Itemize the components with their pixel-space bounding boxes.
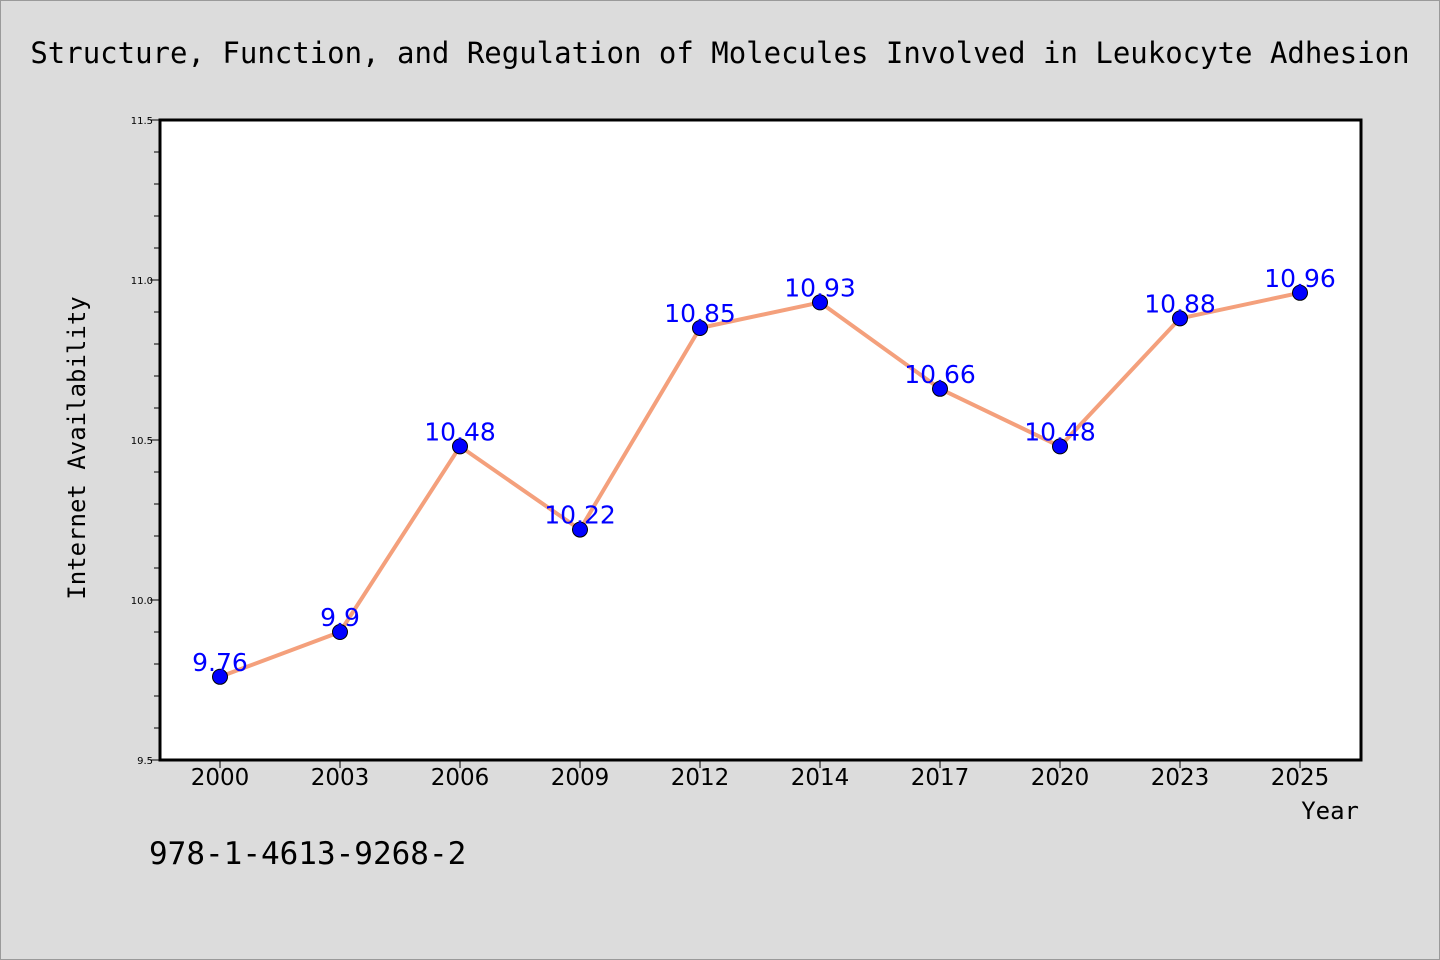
data-label: 10.96 <box>1264 264 1336 293</box>
x-tick-label: 2003 <box>311 765 370 791</box>
x-tick-label: 2020 <box>1031 765 1090 791</box>
y-tick-label: 10.0 <box>131 596 153 607</box>
data-label: 10.93 <box>784 273 856 302</box>
data-point <box>932 380 948 397</box>
plot-area <box>158 118 1363 762</box>
data-label: 9.9 <box>320 603 360 632</box>
y-tick-label: 10.5 <box>131 436 153 447</box>
y-tick-label: 11.0 <box>131 276 153 287</box>
chart-title: Structure, Function, and Regulation of M… <box>30 36 1409 70</box>
x-tick-label: 2014 <box>791 765 850 791</box>
isbn-text: 978-1-4613-9268-2 <box>149 836 466 872</box>
x-axis-label: Year <box>1301 797 1359 825</box>
x-tick-label: 2017 <box>911 765 970 791</box>
y-axis-label: Internet Availability <box>63 296 91 599</box>
y-tick-label: 11.5 <box>131 116 153 127</box>
data-point <box>332 624 348 640</box>
x-tick-label: 2006 <box>431 765 490 791</box>
y-tick-label: 9.5 <box>137 756 153 767</box>
x-axis-ticks: 2000 2003 2006 2009 2012 2014 2017 2020 2023 2025 <box>191 760 1330 791</box>
data-label: 10.66 <box>904 360 976 389</box>
series-line <box>219 290 1301 679</box>
data-label: 10.22 <box>544 501 616 530</box>
x-tick-label: 2012 <box>671 765 730 791</box>
data-point <box>212 668 228 685</box>
y-axis-ticks: 9.5 10.0 10.5 11.0 11.5 <box>131 116 160 767</box>
series-temperature: 9.76 9.9 10.48 10.22 10.85 10.93 10.66 10.48 10.… <box>192 264 1336 685</box>
x-tick-label: 2000 <box>191 765 250 791</box>
data-point <box>1052 438 1068 455</box>
data-point <box>572 521 588 538</box>
data-label: 10.85 <box>664 299 736 328</box>
data-label: 10.88 <box>1144 289 1216 318</box>
x-tick-label: 2025 <box>1271 765 1330 791</box>
data-point <box>452 438 468 455</box>
data-point <box>812 294 828 311</box>
x-tick-label: 2009 <box>551 765 610 791</box>
x-tick-label: 2023 <box>1151 765 1210 791</box>
data-point <box>692 320 708 336</box>
data-label: 10.48 <box>1024 417 1096 446</box>
data-point <box>1172 310 1188 327</box>
data-label: 9.76 <box>192 648 248 677</box>
data-point <box>1292 284 1308 301</box>
data-label: 10.48 <box>424 417 496 446</box>
